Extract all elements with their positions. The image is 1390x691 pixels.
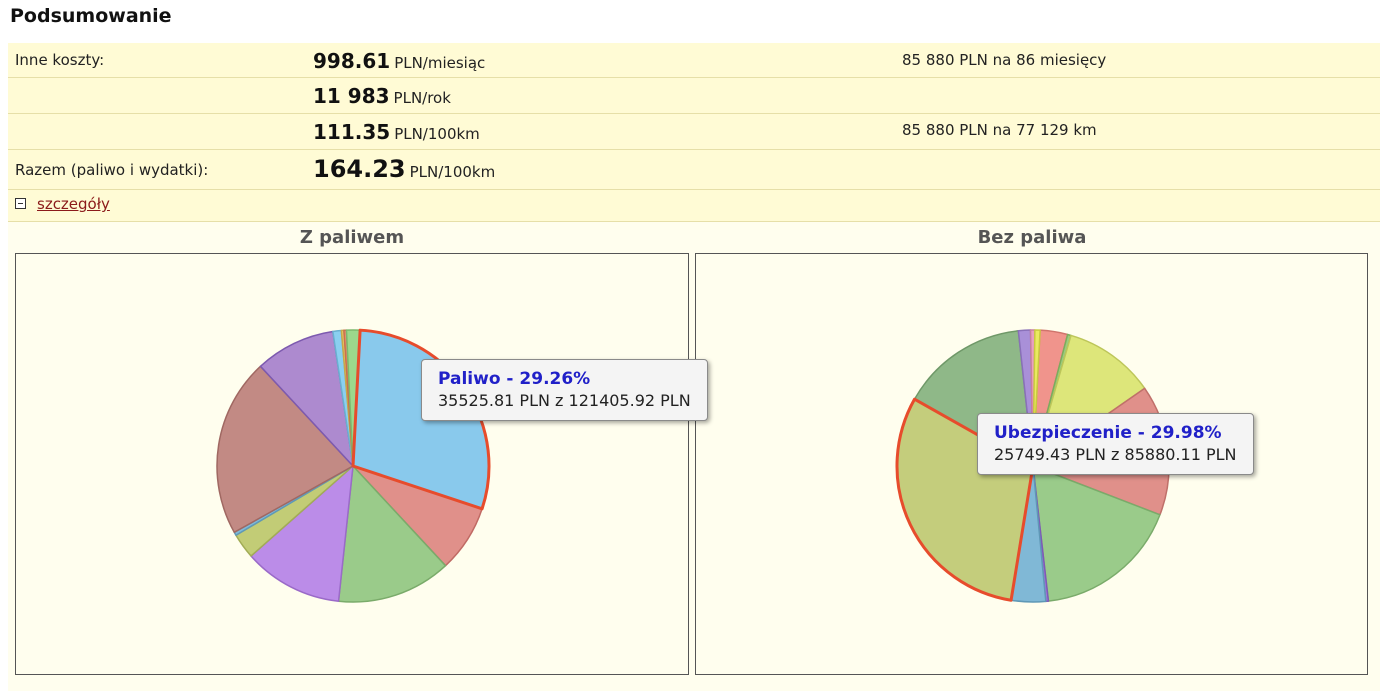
pie-slice-6[interactable]: [216, 365, 354, 534]
tooltip-title: Ubezpieczenie - 29.98%: [994, 423, 1222, 443]
value-unit: PLN/100km: [394, 125, 480, 143]
details-link[interactable]: szczegóły: [37, 195, 110, 213]
value-number: 164.23: [313, 155, 406, 183]
row-value: 11 983 PLN/rok: [313, 84, 451, 108]
tooltip-fuel: Paliwo - 29.26% 35525.81 PLN z 121405.92…: [421, 359, 708, 421]
row-label: Razem (paliwo i wydatki):: [15, 161, 209, 179]
chart-title-without-fuel: Bez paliwa: [977, 227, 1087, 248]
value-number: 998.61: [313, 49, 391, 73]
details-row: szczegóły: [8, 190, 1380, 222]
pie-slice-3[interactable]: [250, 465, 354, 602]
page-title: Podsumowanie: [10, 5, 172, 27]
tooltip-text: 25749.43 PLN z 85880.11 PLN: [994, 445, 1237, 464]
pie-slice-4[interactable]: [1032, 465, 1161, 602]
tooltip-title: Paliwo - 29.26%: [438, 369, 591, 389]
collapse-icon[interactable]: [15, 198, 26, 209]
tooltip-text: 35525.81 PLN z 121405.92 PLN: [438, 391, 691, 410]
value-unit: PLN/100km: [409, 163, 496, 181]
row-extra: 85 880 PLN na 77 129 km: [902, 121, 1097, 139]
row-extra: 85 880 PLN na 86 miesięcy: [902, 51, 1107, 69]
row-label: Inne koszty:: [15, 51, 105, 69]
value-unit: PLN/rok: [393, 89, 451, 107]
row-value: 998.61 PLN/miesiąc: [313, 49, 485, 73]
summary-row-yearly: 11 983 PLN/rok: [8, 78, 1380, 114]
pie-svg: [216, 328, 491, 603]
value-unit: PLN/miesiąc: [394, 54, 486, 72]
pie-slice-7[interactable]: [259, 330, 354, 467]
pie-chart-with-fuel[interactable]: [15, 253, 689, 675]
summary-row-per-100km: 111.35 PLN/100km 85 880 PLN na 77 129 km: [8, 114, 1380, 150]
pie-slice-2[interactable]: [337, 465, 447, 603]
row-value: 111.35 PLN/100km: [313, 120, 480, 144]
chart-title-with-fuel: Z paliwem: [299, 227, 405, 248]
summary-row-total: Razem (paliwo i wydatki): 164.23 PLN/100k…: [8, 150, 1380, 190]
value-number: 111.35: [313, 120, 391, 144]
value-number: 11 983: [313, 84, 390, 108]
tooltip-insurance: Ubezpieczenie - 29.98% 25749.43 PLN z 85…: [977, 413, 1254, 475]
row-value: 164.23 PLN/100km: [313, 155, 495, 183]
summary-table: Inne koszty: 998.61 PLN/miesiąc 85 880 PL…: [8, 43, 1380, 222]
summary-row-monthly: Inne koszty: 998.61 PLN/miesiąc 85 880 PL…: [8, 43, 1380, 78]
